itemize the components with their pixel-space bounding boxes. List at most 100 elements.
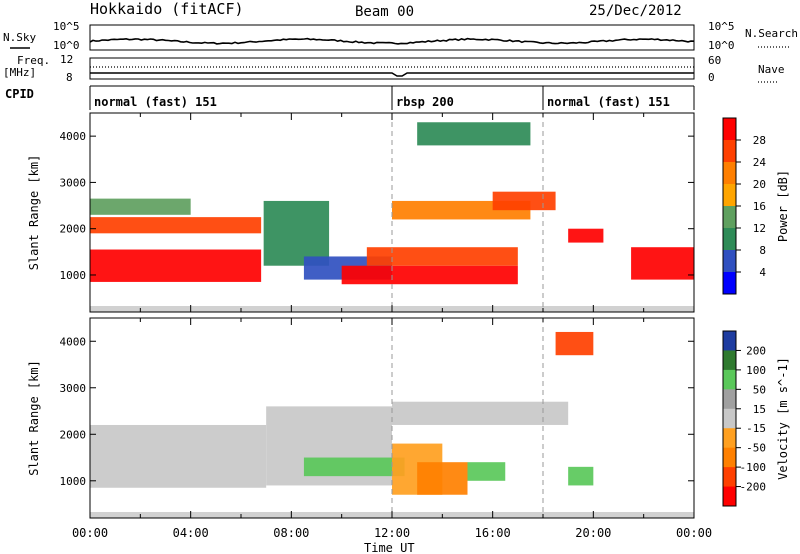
echo-region [90, 424, 267, 488]
time-axis-title: Time UT [364, 541, 415, 554]
echo-region [90, 249, 262, 282]
velocity-colorbar: 200 100 50 15 -15 -50 -100 -200 Velocity [m s^-1… [722, 330, 790, 507]
y-tick-label: 1000 [60, 475, 87, 488]
y-axis-title: Slant Range [km] [27, 360, 41, 476]
echo-region [90, 198, 191, 215]
colorbar-tick-label: 100 [746, 364, 766, 377]
colorbar-tick-label: 200 [746, 344, 766, 357]
freq-trace [90, 72, 694, 77]
colorbar-tick-label: 28 [753, 134, 766, 147]
echo-region [492, 191, 556, 211]
nsearch-tick-high: 10^5 [708, 20, 735, 33]
colorbar-tick-label: 8 [759, 244, 766, 257]
colorbar-segment [723, 162, 736, 185]
colorbar-segment [723, 467, 736, 488]
colorbar-tick-label: 4 [759, 266, 766, 279]
colorbar-segment [723, 389, 736, 410]
y-axis-title: Slant Range [km] [27, 155, 41, 271]
colorbar-segment [723, 350, 736, 371]
echo-region [417, 122, 531, 146]
y-tick-label: 2000 [60, 428, 87, 441]
colorbar-segment [723, 486, 736, 507]
echo-region [366, 247, 518, 266]
velocity-panel: 1000 2000 3000 4000 Slant Range [km] [27, 317, 695, 519]
colorbar-segment [723, 331, 736, 351]
colorbar-tick-label: -50 [746, 442, 766, 455]
freq-tick-high: 12 [60, 53, 73, 66]
cpid-label: CPID [5, 87, 34, 101]
colorbar-frame [722, 330, 737, 507]
echo-region [631, 247, 694, 280]
echo-region [263, 200, 330, 266]
colorbar-tick-label: 20 [753, 178, 766, 191]
nsky-panel [89, 24, 695, 51]
y-tick-label: 4000 [60, 335, 87, 348]
x-tick-label: 08:00 [273, 526, 309, 540]
x-tick-label: 00:00 [72, 526, 108, 540]
x-tick-label: 00:00 [676, 526, 712, 540]
time-axis-labels: 00:00 04:00 08:00 12:00 16:00 20:00 00:00 [72, 526, 712, 540]
nave-tick-low: 0 [708, 71, 715, 84]
x-tick-label: 04:00 [173, 526, 209, 540]
colorbar-tick-label: -200 [740, 481, 767, 494]
power-panel: 1000 2000 3000 4000 Slant Range [km] [27, 112, 695, 313]
colorbar-segment [723, 206, 736, 229]
freq-label: Freq. [17, 54, 50, 67]
nsky-trace [89, 37, 695, 45]
echo-region [568, 466, 594, 486]
colorbar-tick-label: -100 [740, 461, 767, 474]
cpid-segment-label: normal (fast) 151 [94, 95, 217, 109]
y-tick-label: 1000 [60, 269, 87, 282]
x-tick-label: 12:00 [374, 526, 410, 540]
echo-region [555, 331, 594, 356]
colorbar-segment [723, 184, 736, 207]
freq-tick-low: 8 [66, 71, 73, 84]
freq-unit-label: [MHz] [3, 66, 36, 79]
echo-region [90, 217, 262, 234]
colorbar-segment [723, 118, 736, 141]
colorbar-tick-label: -15 [746, 422, 766, 435]
colorbar-segment [723, 447, 736, 468]
colorbar-tick-label: 24 [753, 156, 767, 169]
cpid-segment-label: rbsp 200 [396, 95, 454, 109]
station-title: Hokkaido (fitACF) [90, 0, 244, 18]
colorbar-tick-label: 50 [753, 383, 766, 396]
colorbar-segment [723, 428, 736, 449]
nsearch-tick-low: 10^0 [708, 39, 735, 52]
x-tick-label: 20:00 [575, 526, 611, 540]
y-tick-label: 2000 [60, 223, 87, 236]
colorbar-tick-label: 16 [753, 200, 766, 213]
colorbar-tick-label: 15 [753, 403, 766, 416]
power-colorbar: 4 8 12 16 20 24 28 Power [dB] [722, 117, 790, 295]
echo-region [417, 462, 468, 495]
echo-region [568, 228, 604, 243]
cpid-segments: normal (fast) 151 rbsp 200 normal (fast) 1… [94, 86, 670, 110]
colorbar-title: Power [dB] [776, 170, 790, 242]
y-tick-label: 3000 [60, 382, 87, 395]
colorbar-tick-label: 12 [753, 222, 766, 235]
x-tick-label: 16:00 [475, 526, 511, 540]
y-tick-label: 3000 [60, 176, 87, 189]
freq-panel [89, 57, 695, 80]
nsearch-label: N.Search [745, 27, 798, 40]
echo-region [392, 401, 569, 425]
colorbar-segment [723, 250, 736, 273]
colorbar-segment [723, 369, 736, 390]
colorbar-segment [723, 408, 736, 429]
nsky-tick-high: 10^5 [53, 20, 80, 33]
colorbar-title: Velocity [m s^-1] [776, 357, 790, 480]
nave-tick-high: 60 [708, 54, 721, 67]
echo-region [341, 265, 518, 285]
y-tick-label: 4000 [60, 130, 87, 143]
nsky-label: N.Sky [3, 31, 36, 44]
colorbar-segment [723, 272, 736, 295]
date-title: 25/Dec/2012 [589, 3, 682, 19]
colorbar-segment [723, 228, 736, 251]
cpid-segment-label: normal (fast) 151 [547, 95, 670, 109]
nave-label: Nave [758, 63, 785, 76]
colorbar-segment [723, 140, 736, 163]
echo-region [467, 462, 506, 481]
nsky-tick-low: 10^0 [53, 39, 80, 52]
beam-title: Beam 00 [355, 4, 414, 20]
